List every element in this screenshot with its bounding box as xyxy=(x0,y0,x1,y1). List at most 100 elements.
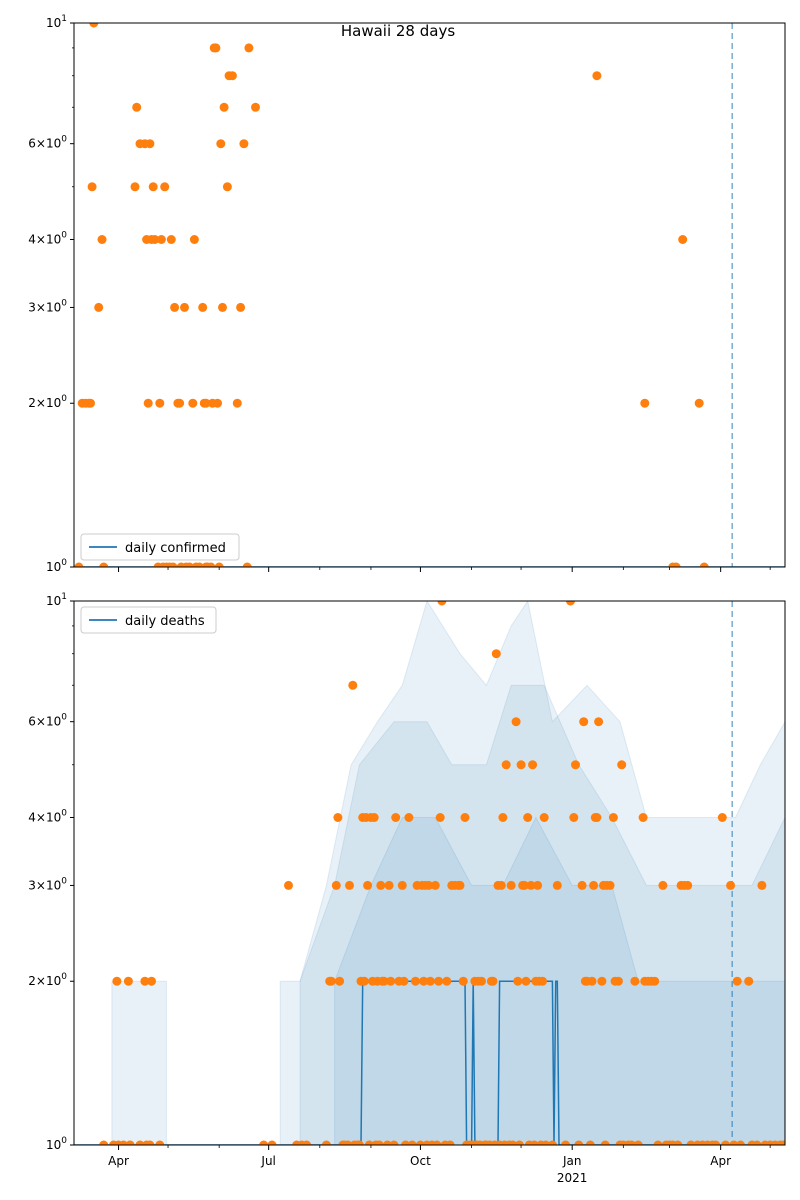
bottom-point-157 xyxy=(633,1140,643,1145)
top-point-18 xyxy=(148,182,158,192)
bottom-ytick-label-3: 4×100 xyxy=(28,808,67,824)
bottom-point-58 xyxy=(407,1140,417,1145)
bottom-plot-area xyxy=(74,601,785,1145)
bottom-point-5 xyxy=(123,976,133,986)
bottom-point-28 xyxy=(345,880,354,890)
top-point-52 xyxy=(218,302,227,312)
top-ytick-label-2: 3×100 xyxy=(28,298,67,314)
bottom-point-32 xyxy=(354,1140,364,1145)
bottom-point-66 xyxy=(424,880,434,890)
bottom-point-35 xyxy=(359,976,369,986)
bottom-point-75 xyxy=(442,976,452,986)
bottom-point-22 xyxy=(331,880,341,890)
bottom-legend-box xyxy=(80,606,217,634)
bottom-point-143 xyxy=(597,976,607,986)
bottom-point-139 xyxy=(589,880,599,890)
top-point-48 xyxy=(211,43,221,53)
bottom-point-168 xyxy=(673,1140,683,1145)
top-point-29 xyxy=(170,302,180,312)
bottom-point-107 xyxy=(511,717,521,727)
bottom-band-0 xyxy=(111,980,167,1145)
bottom-point-47 xyxy=(379,976,389,986)
top-point-69 xyxy=(699,562,709,567)
top-point-56 xyxy=(227,71,237,81)
bottom-point-126 xyxy=(547,1140,557,1145)
bottom-point-57 xyxy=(404,813,414,822)
bottom-legend: daily deaths xyxy=(80,606,217,634)
top-point-62 xyxy=(251,102,260,112)
bottom-point-178 xyxy=(717,813,727,822)
bottom-point-73 xyxy=(437,601,447,606)
chart-title: Hawaii 28 days xyxy=(341,22,455,40)
top-point-6 xyxy=(89,23,99,28)
bottom-point-55 xyxy=(399,976,409,986)
top-point-50 xyxy=(214,562,224,567)
top-point-49 xyxy=(213,398,222,408)
bottom-point-45 xyxy=(376,880,386,890)
bottom-point-69 xyxy=(430,880,440,890)
top-point-21 xyxy=(155,398,165,408)
bottom-point-51 xyxy=(389,1140,399,1145)
bottom-point-103 xyxy=(501,760,511,770)
bottom-xtick-sublabel-3: 2021 xyxy=(557,1171,588,1185)
bottom-ytick-label-0: 100 xyxy=(46,1136,67,1152)
bottom-point-110 xyxy=(516,760,526,770)
bottom-ytick-label-5: 101 xyxy=(46,592,67,608)
bottom-point-0 xyxy=(99,1140,109,1145)
top-ytick-label-4: 6×100 xyxy=(28,135,67,151)
bottom-point-90 xyxy=(477,976,486,986)
bottom-point-82 xyxy=(460,813,470,822)
bottom-point-8 xyxy=(140,976,150,986)
bottom-point-15 xyxy=(284,880,293,890)
top-point-53 xyxy=(219,102,229,112)
bottom-panel-deaths: 100 2×100 3×100 4×100 6×100 101 Apr Jul Oct Jan 20… xyxy=(28,592,786,1185)
top-point-59 xyxy=(239,139,249,149)
bottom-point-141 xyxy=(592,813,602,822)
bottom-point-112 xyxy=(519,880,529,890)
top-point-27 xyxy=(166,235,176,244)
bottom-point-179 xyxy=(721,1140,731,1145)
top-point-68 xyxy=(694,398,704,408)
bottom-ytick-label-4: 6×100 xyxy=(28,713,67,729)
bottom-xtick-label-4: Apr xyxy=(710,1154,731,1168)
bottom-point-163 xyxy=(653,1140,663,1145)
bottom-point-171 xyxy=(683,880,693,890)
top-point-36 xyxy=(188,398,198,408)
top-point-24 xyxy=(160,182,170,192)
bottom-point-192 xyxy=(778,1140,785,1145)
bottom-xtick-label-0: Apr xyxy=(108,1154,129,1168)
bottom-point-142 xyxy=(594,717,604,727)
bottom-point-41 xyxy=(369,813,379,822)
bottom-point-164 xyxy=(658,880,668,890)
bottom-point-186 xyxy=(752,1140,762,1145)
top-legend-label: daily confirmed xyxy=(125,541,226,556)
top-point-63 xyxy=(592,71,602,81)
top-point-37 xyxy=(189,235,199,244)
bottom-point-11 xyxy=(147,976,156,986)
bottom-point-67 xyxy=(425,976,435,986)
bottom-point-158 xyxy=(638,813,648,822)
bottom-point-52 xyxy=(391,813,401,822)
bottom-ytick-label-1: 2×100 xyxy=(28,972,67,988)
top-plot-area xyxy=(74,23,785,567)
top-legend-box xyxy=(80,533,240,561)
top-point-51 xyxy=(216,139,226,149)
bottom-point-18 xyxy=(302,1140,312,1145)
bottom-point-2 xyxy=(112,976,122,986)
bottom-point-81 xyxy=(458,976,468,986)
bottom-point-37 xyxy=(363,880,373,890)
top-point-7 xyxy=(94,302,104,312)
bottom-point-59 xyxy=(411,976,420,986)
top-point-66 xyxy=(671,562,681,567)
bottom-point-182 xyxy=(732,976,742,986)
bottom-point-187 xyxy=(757,880,767,890)
bottom-point-109 xyxy=(514,1140,524,1145)
bottom-band-2 xyxy=(299,684,785,1145)
bottom-xtick-label-2: Oct xyxy=(410,1154,431,1168)
top-ytick-label-5: 101 xyxy=(46,14,67,30)
top-point-16 xyxy=(145,139,155,149)
bottom-point-100 xyxy=(496,880,506,890)
top-point-54 xyxy=(222,182,232,192)
bottom-legend-label: daily deaths xyxy=(125,614,205,629)
